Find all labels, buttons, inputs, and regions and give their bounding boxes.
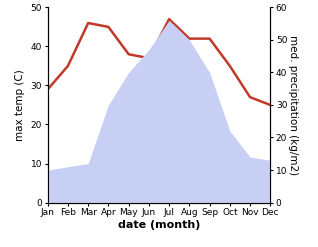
Y-axis label: max temp (C): max temp (C) (15, 69, 25, 141)
Y-axis label: med. precipitation (kg/m2): med. precipitation (kg/m2) (288, 35, 299, 175)
X-axis label: date (month): date (month) (118, 220, 200, 230)
